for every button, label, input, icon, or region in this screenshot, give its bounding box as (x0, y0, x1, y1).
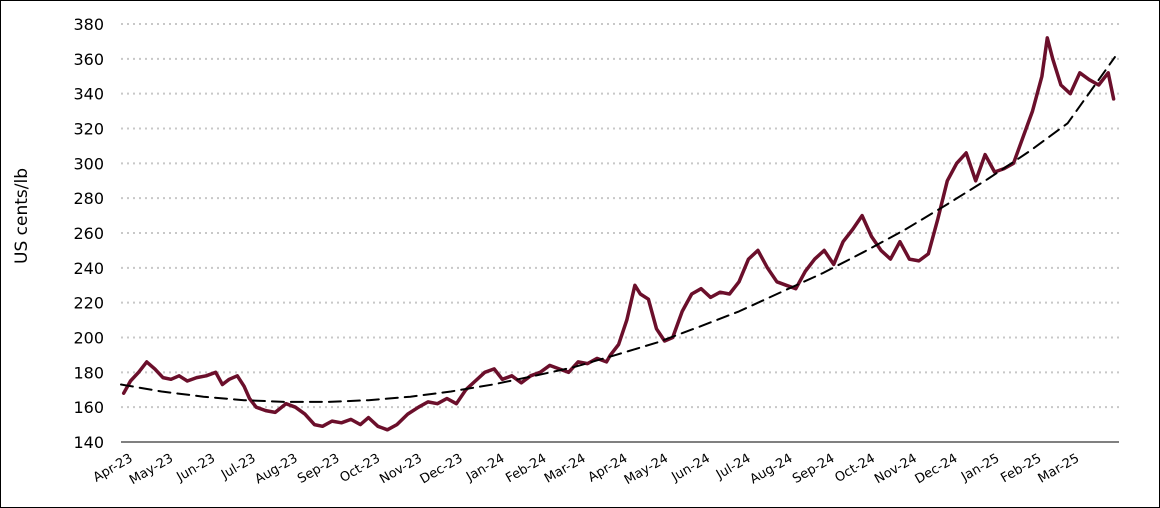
x-tick-label: Aug-24 (747, 451, 795, 487)
x-tick-label: Jan-24 (463, 451, 507, 485)
y-tick-label: 260 (73, 224, 104, 243)
y-axis-title: US cents/lb (12, 168, 32, 264)
y-tick-label: 300 (73, 154, 104, 173)
y-tick-label: 240 (73, 259, 104, 278)
y-tick-label: 280 (73, 189, 104, 208)
x-tick-label: Feb-24 (503, 451, 549, 486)
y-tick-label: 140 (73, 433, 104, 452)
x-tick-label: Apr-23 (91, 451, 136, 485)
x-tick-label: Sep-23 (295, 451, 342, 487)
y-axis-ticks: 140 160 180 200 220 240 260 280 300 320 340 360 380 (73, 15, 104, 452)
x-tick-label: Apr-24 (586, 451, 631, 485)
x-tick-label: Oct-24 (832, 451, 877, 486)
x-tick-label: Jul-23 (218, 451, 258, 483)
x-tick-label: Nov-23 (377, 451, 425, 487)
x-tick-label: May-24 (622, 451, 671, 488)
x-tick-label: Feb-25 (998, 451, 1044, 486)
y-tick-label: 320 (73, 120, 104, 139)
x-tick-label: Jul-24 (713, 451, 753, 483)
y-tick-label: 180 (73, 363, 104, 382)
x-tick-label: Oct-23 (338, 451, 383, 486)
x-tick-label: Aug-23 (253, 451, 301, 487)
x-tick-label: Jan-25 (958, 451, 1002, 485)
gridlines (121, 23, 1119, 443)
x-tick-label: Sep-24 (790, 451, 837, 487)
y-tick-label: 220 (73, 294, 104, 313)
y-tick-label: 340 (73, 85, 104, 104)
trend-line (120, 56, 1116, 403)
y-tick-label: 380 (73, 15, 104, 34)
x-tick-label: Mar-24 (542, 451, 588, 486)
x-tick-label: Mar-25 (1036, 451, 1082, 486)
y-tick-label: 200 (73, 329, 104, 348)
series (120, 36, 1116, 432)
y-tick-label: 360 (73, 50, 104, 69)
x-tick-label: May-23 (127, 451, 176, 488)
price-line (121, 36, 1116, 432)
x-tick-label: Nov-24 (872, 451, 920, 487)
x-tick-label: Dec-23 (418, 451, 466, 487)
x-tick-label: Jun-23 (174, 451, 218, 485)
y-tick-label: 160 (73, 398, 104, 417)
x-tick-label: Dec-24 (913, 451, 961, 487)
x-tick-label: Jun-24 (668, 451, 712, 485)
